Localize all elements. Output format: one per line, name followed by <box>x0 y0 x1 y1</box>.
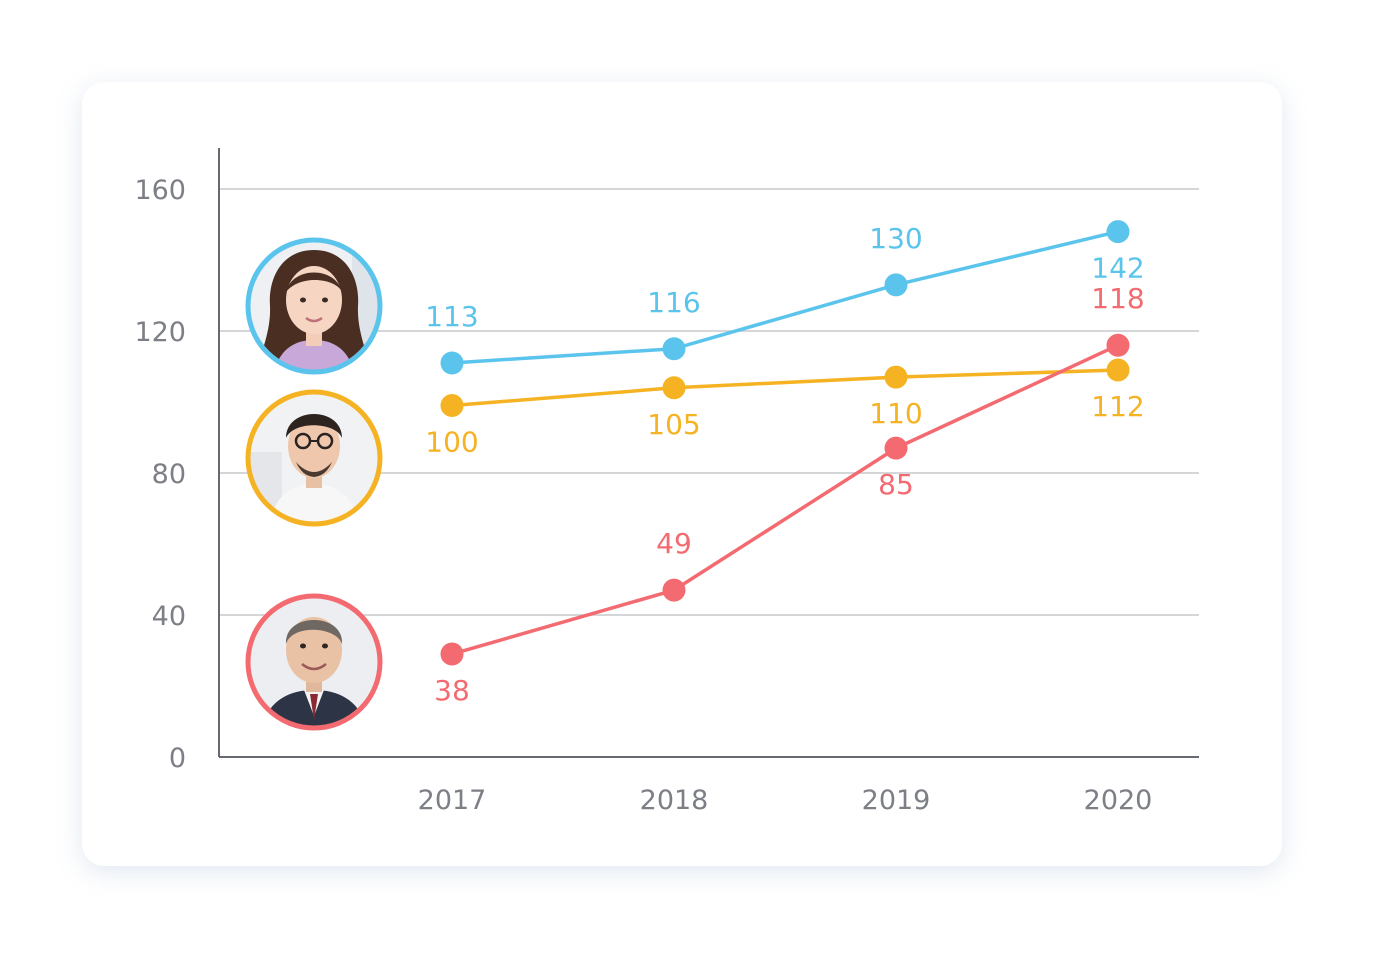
data-label-series-2: 112 <box>1091 390 1144 423</box>
data-point-series-1 <box>662 337 686 361</box>
x-tick-label: 2019 <box>862 785 931 816</box>
axes <box>218 148 1199 758</box>
data-label-series-1: 130 <box>869 222 922 255</box>
data-point-series-1 <box>884 273 908 297</box>
data-point-series-3 <box>1106 333 1130 357</box>
data-label-series-1: 116 <box>647 286 700 319</box>
series-line-1 <box>451 229 1119 365</box>
data-label-series-2: 110 <box>869 397 922 430</box>
y-tick-label: 40 <box>152 601 186 632</box>
y-axis-ticks: 0 40 80 120 160 <box>134 175 186 774</box>
data-point-series-1 <box>1106 220 1130 244</box>
grid-lines <box>219 188 1199 616</box>
x-tick-label: 2018 <box>640 785 709 816</box>
data-labels: 113 116 130 142 100 105 110 112 38 49 85 118 <box>425 222 1144 707</box>
data-label-series-3: 49 <box>656 527 692 560</box>
data-point-series-2 <box>884 365 908 389</box>
data-label-series-3: 118 <box>1091 282 1144 315</box>
data-label-series-3: 38 <box>434 674 470 707</box>
y-tick-label: 120 <box>134 317 186 348</box>
series-line-3 <box>451 343 1119 656</box>
data-point-series-2 <box>1106 358 1130 382</box>
avatar-series-2 <box>245 389 383 527</box>
y-tick-label: 80 <box>152 459 186 490</box>
y-tick-label: 0 <box>169 743 186 774</box>
data-point-series-2 <box>440 394 464 418</box>
data-point-series-3 <box>884 436 908 460</box>
data-label-series-1: 142 <box>1091 252 1144 285</box>
data-label-series-3: 85 <box>878 468 914 501</box>
data-label-series-1: 113 <box>425 300 478 333</box>
series-line-2 <box>451 368 1119 408</box>
x-tick-label: 2017 <box>418 785 487 816</box>
avatar-series-3 <box>245 593 383 731</box>
x-tick-label: 2020 <box>1084 785 1153 816</box>
data-point-series-3 <box>440 642 464 666</box>
data-point-series-1 <box>440 351 464 375</box>
data-point-series-2 <box>662 376 686 400</box>
data-point-series-3 <box>662 578 686 602</box>
data-label-series-2: 100 <box>425 426 478 459</box>
avatar-series-1 <box>245 237 383 375</box>
data-label-series-2: 105 <box>647 408 700 441</box>
x-axis-ticks: 2017 2018 2019 2020 <box>418 785 1153 816</box>
series <box>440 220 1130 666</box>
y-tick-label: 160 <box>134 175 186 206</box>
